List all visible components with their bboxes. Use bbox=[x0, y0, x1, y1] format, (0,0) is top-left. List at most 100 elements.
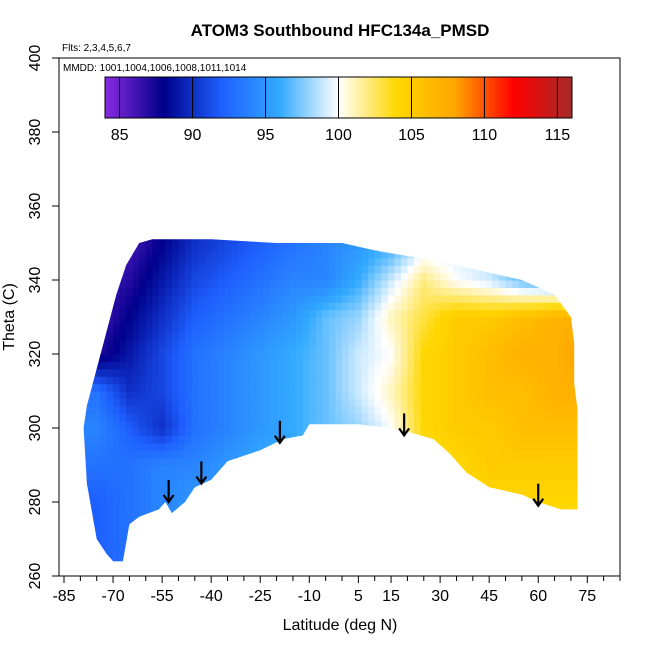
heatmap-cell bbox=[440, 420, 448, 429]
heatmap-cell bbox=[276, 294, 284, 303]
heatmap-cell bbox=[512, 309, 520, 318]
heatmap-cell bbox=[158, 287, 166, 296]
heatmap-cell bbox=[191, 317, 199, 325]
heatmap-cell bbox=[204, 339, 212, 348]
heatmap-cell bbox=[368, 368, 376, 377]
heatmap-cell bbox=[139, 250, 147, 259]
heatmap-cell bbox=[557, 339, 565, 348]
heatmap-cell bbox=[374, 391, 382, 399]
heatmap-cell bbox=[224, 361, 232, 370]
heatmap-cell bbox=[564, 428, 572, 436]
heatmap-cell bbox=[551, 339, 559, 348]
heatmap-cell bbox=[492, 450, 500, 459]
heatmap-cell bbox=[348, 272, 356, 281]
heatmap-cell bbox=[531, 391, 539, 399]
heatmap-cell bbox=[420, 361, 428, 370]
heatmap-cell bbox=[204, 428, 212, 436]
heatmap-cell bbox=[126, 317, 134, 325]
heatmap-cell bbox=[283, 265, 291, 274]
heatmap-cell bbox=[472, 302, 480, 311]
heatmap-cell bbox=[479, 361, 487, 370]
heatmap-cell bbox=[440, 398, 448, 407]
heatmap-cell bbox=[564, 502, 572, 510]
heatmap-cell bbox=[198, 420, 206, 429]
heatmap-cell bbox=[433, 257, 441, 266]
heatmap-cell bbox=[217, 435, 225, 444]
heatmap-cell bbox=[400, 324, 408, 333]
heatmap-cell bbox=[211, 391, 219, 399]
heatmap-cell bbox=[132, 391, 140, 399]
heatmap-cell bbox=[485, 435, 493, 444]
heatmap-cell bbox=[557, 331, 565, 340]
heatmap-cell bbox=[440, 280, 448, 288]
heatmap-cell bbox=[492, 331, 500, 340]
heatmap-cell bbox=[250, 435, 258, 444]
heatmap-cell bbox=[171, 257, 179, 266]
heatmap-cell bbox=[518, 428, 526, 436]
heatmap-cell bbox=[165, 361, 173, 370]
heatmap-cell bbox=[400, 280, 408, 288]
heatmap-cell bbox=[224, 239, 232, 244]
heatmap-cell bbox=[551, 383, 559, 392]
heatmap-cell bbox=[394, 383, 402, 392]
heatmap-cell bbox=[531, 398, 539, 407]
heatmap-cell bbox=[459, 339, 467, 348]
heatmap-cell bbox=[459, 457, 467, 466]
heatmap-cell bbox=[309, 413, 317, 422]
heatmap-cell bbox=[152, 339, 160, 348]
heatmap-cell bbox=[472, 450, 480, 459]
heatmap-cell bbox=[302, 339, 310, 348]
heatmap-cell bbox=[505, 435, 513, 444]
heatmap-cell bbox=[171, 339, 179, 348]
heatmap-cell bbox=[204, 457, 212, 466]
heatmap-cell bbox=[518, 280, 526, 288]
heatmap-cell bbox=[152, 354, 160, 362]
heatmap-cell bbox=[499, 383, 507, 392]
heatmap-cell bbox=[492, 420, 500, 429]
heatmap-cell bbox=[446, 450, 454, 459]
heatmap-cell bbox=[152, 302, 160, 311]
heatmap-cell bbox=[237, 280, 245, 288]
heatmap-cell bbox=[296, 405, 304, 414]
heatmap-cell bbox=[348, 354, 356, 362]
heatmap-cell bbox=[335, 287, 343, 296]
heatmap-cell bbox=[198, 435, 206, 444]
heatmap-cell bbox=[100, 494, 108, 503]
heatmap-cell bbox=[453, 272, 461, 281]
heatmap-cell bbox=[538, 309, 546, 318]
heatmap-cell bbox=[217, 376, 225, 385]
heatmap-cell bbox=[492, 368, 500, 377]
heatmap-cell bbox=[400, 368, 408, 377]
heatmap-cell bbox=[113, 479, 121, 488]
heatmap-cell bbox=[459, 317, 467, 325]
heatmap-cell bbox=[453, 324, 461, 333]
heatmap-cell bbox=[113, 383, 121, 392]
heatmap-cell bbox=[171, 354, 179, 362]
heatmap-cell bbox=[440, 265, 448, 274]
heatmap-cell bbox=[106, 465, 114, 473]
heatmap-cell bbox=[185, 309, 193, 318]
heatmap-cell bbox=[466, 450, 474, 459]
heatmap-cell bbox=[178, 472, 186, 481]
heatmap-cell bbox=[499, 287, 507, 296]
heatmap-cell bbox=[492, 413, 500, 422]
heatmap-cell bbox=[158, 265, 166, 274]
heatmap-cell bbox=[400, 272, 408, 281]
heatmap-cell bbox=[394, 398, 402, 407]
heatmap-cell bbox=[361, 391, 369, 399]
heatmap-cell bbox=[564, 494, 572, 503]
heatmap-cell bbox=[544, 391, 552, 399]
heatmap-cell bbox=[551, 317, 559, 325]
heatmap-cell bbox=[551, 494, 559, 503]
heatmap-cell bbox=[178, 428, 186, 436]
heatmap-cell bbox=[414, 294, 422, 303]
heatmap-cell bbox=[531, 457, 539, 466]
heatmap-cell bbox=[499, 309, 507, 318]
heatmap-cell bbox=[289, 302, 297, 311]
heatmap-cell bbox=[243, 257, 251, 266]
heatmap-cell bbox=[158, 339, 166, 348]
heatmap-cell bbox=[191, 250, 199, 259]
heatmap-cell bbox=[145, 339, 153, 348]
heatmap-cell bbox=[531, 361, 539, 370]
heatmap-cell bbox=[100, 457, 108, 466]
